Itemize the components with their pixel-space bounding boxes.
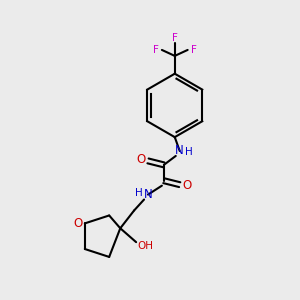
Text: N: N xyxy=(144,188,152,201)
Text: O: O xyxy=(73,217,83,230)
Text: F: F xyxy=(172,33,178,43)
Text: F: F xyxy=(153,45,159,55)
Text: N: N xyxy=(175,145,184,158)
Text: F: F xyxy=(191,45,197,55)
Text: H: H xyxy=(185,147,193,157)
Text: O: O xyxy=(136,153,146,167)
Text: O: O xyxy=(182,179,191,192)
Text: OH: OH xyxy=(137,241,153,251)
Text: H: H xyxy=(135,188,143,198)
